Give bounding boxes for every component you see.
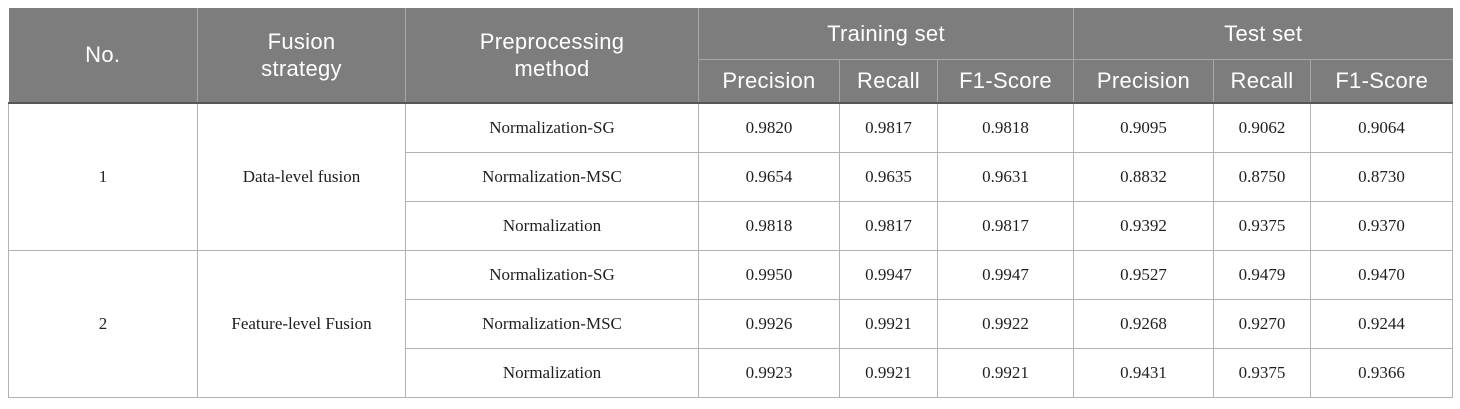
column-header-fusion-strategy: Fusion strategy: [197, 8, 406, 103]
cell-fusion-strategy: Data-level fusion: [197, 103, 406, 251]
table-body: 1 Data-level fusion Normalization-SG 0.9…: [8, 103, 1454, 398]
table-row: Normalization-MSC 0.9654 0.9635 0.9631 0…: [9, 152, 1454, 202]
cell-test-recall: 0.9479: [1213, 250, 1311, 300]
cell-preprocessing-method: Normalization: [405, 201, 699, 251]
cell-test-f1: 0.9370: [1309, 201, 1454, 251]
cell-train-f1: 0.9818: [937, 103, 1074, 153]
cell-train-recall: 0.9947: [839, 250, 938, 300]
cell-test-recall: 0.9375: [1213, 201, 1311, 251]
table-row: 1 Data-level fusion Normalization-SG 0.9…: [8, 103, 1454, 251]
cell-preprocessing-method: Normalization-SG: [405, 250, 699, 300]
column-header-test-f1: F1-Score: [1309, 59, 1453, 103]
cell-train-f1: 0.9817: [937, 201, 1074, 251]
cell-test-f1: 0.8730: [1309, 152, 1454, 202]
column-group-test-set: Test set: [1072, 8, 1453, 60]
column-header-train-f1: F1-Score: [937, 59, 1074, 103]
cell-train-recall: 0.9817: [839, 103, 938, 153]
cell-train-precision: 0.9818: [698, 201, 840, 251]
cell-train-recall: 0.9635: [839, 152, 938, 202]
cell-test-precision: 0.9431: [1073, 348, 1214, 398]
table-row: Normalization-MSC 0.9926 0.9921 0.9922 0…: [9, 299, 1454, 349]
cell-fusion-strategy: Feature-level Fusion: [197, 250, 406, 398]
cell-test-recall: 0.9375: [1213, 348, 1311, 398]
column-group-training-set: Training set: [698, 8, 1074, 60]
cell-train-f1: 0.9631: [937, 152, 1074, 202]
cell-train-recall: 0.9921: [839, 348, 938, 398]
cell-test-precision: 0.9095: [1073, 103, 1214, 153]
column-header-test-precision: Precision: [1073, 59, 1214, 103]
cell-test-f1: 0.9366: [1309, 348, 1454, 398]
cell-train-f1: 0.9922: [937, 299, 1074, 349]
cell-train-precision: 0.9654: [698, 152, 840, 202]
cell-train-recall: 0.9817: [839, 201, 938, 251]
cell-preprocessing-method: Normalization-MSC: [405, 299, 699, 349]
cell-test-precision: 0.8832: [1073, 152, 1214, 202]
table-header: No. Fusion strategy Preprocessing method…: [8, 8, 1453, 103]
cell-train-precision: 0.9923: [698, 348, 840, 398]
cell-test-f1: 0.9470: [1309, 250, 1454, 300]
column-header-train-precision: Precision: [698, 59, 840, 103]
cell-test-f1: 0.9244: [1309, 299, 1454, 349]
cell-train-precision: 0.9950: [698, 250, 840, 300]
cell-test-recall: 0.8750: [1213, 152, 1311, 202]
cell-group-no: 2: [8, 250, 198, 398]
results-table-container: No. Fusion strategy Preprocessing method…: [8, 8, 1454, 398]
cell-train-recall: 0.9921: [839, 299, 938, 349]
cell-preprocessing-method: Normalization: [405, 348, 699, 398]
cell-group-no: 1: [8, 103, 198, 251]
cell-test-recall: 0.9062: [1213, 103, 1311, 153]
fusion-results-table: No. Fusion strategy Preprocessing method…: [8, 8, 1454, 398]
cell-test-precision: 0.9392: [1073, 201, 1214, 251]
cell-test-precision: 0.9527: [1073, 250, 1214, 300]
column-header-no: No.: [8, 8, 198, 103]
cell-train-f1: 0.9921: [937, 348, 1074, 398]
cell-preprocessing-method: Normalization-MSC: [405, 152, 699, 202]
cell-train-precision: 0.9926: [698, 299, 840, 349]
column-header-test-recall: Recall: [1213, 59, 1311, 103]
cell-test-precision: 0.9268: [1073, 299, 1214, 349]
cell-test-recall: 0.9270: [1213, 299, 1311, 349]
cell-preprocessing-method: Normalization-SG: [405, 103, 699, 153]
column-header-preprocessing-method: Preprocessing method: [405, 8, 699, 103]
table-row: Normalization 0.9818 0.9817 0.9817 0.939…: [9, 201, 1454, 251]
cell-test-f1: 0.9064: [1309, 103, 1454, 153]
table-row: Normalization 0.9923 0.9921 0.9921 0.943…: [9, 348, 1454, 398]
column-header-train-recall: Recall: [839, 59, 938, 103]
table-row: 2 Feature-level Fusion Normalization-SG …: [8, 250, 1454, 398]
cell-train-precision: 0.9820: [698, 103, 840, 153]
cell-train-f1: 0.9947: [937, 250, 1074, 300]
